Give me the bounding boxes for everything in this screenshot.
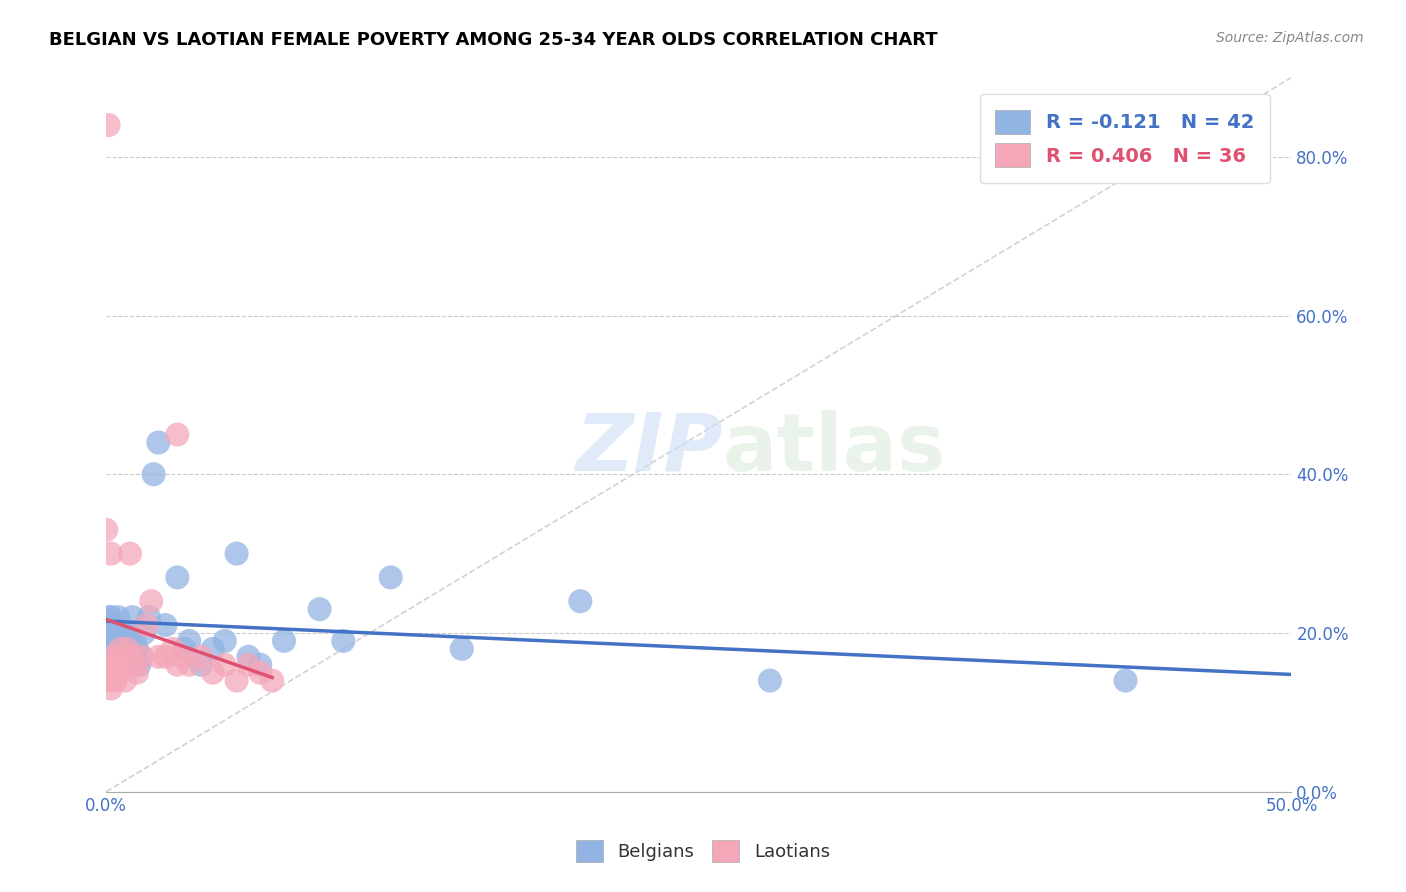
- Point: [104, 657, 127, 672]
- Point: [97, 610, 120, 624]
- Point: [142, 467, 165, 482]
- Point: [148, 649, 170, 664]
- Point: [569, 594, 592, 608]
- Point: [179, 657, 201, 672]
- Point: [759, 673, 782, 688]
- Point: [97, 118, 120, 132]
- Point: [97, 673, 120, 688]
- Point: [107, 610, 129, 624]
- Point: [96, 665, 118, 680]
- Point: [162, 641, 184, 656]
- Point: [131, 649, 153, 664]
- Point: [214, 657, 236, 672]
- Point: [1115, 673, 1137, 688]
- Point: [103, 657, 125, 672]
- Point: [107, 665, 129, 680]
- Text: Source: ZipAtlas.com: Source: ZipAtlas.com: [1216, 31, 1364, 45]
- Point: [100, 665, 122, 680]
- Point: [179, 634, 201, 648]
- Point: [121, 610, 143, 624]
- Point: [117, 649, 139, 664]
- Text: BELGIAN VS LAOTIAN FEMALE POVERTY AMONG 25-34 YEAR OLDS CORRELATION CHART: BELGIAN VS LAOTIAN FEMALE POVERTY AMONG …: [49, 31, 938, 49]
- Point: [121, 649, 143, 664]
- Point: [201, 641, 224, 656]
- Point: [103, 634, 125, 648]
- Legend: Belgians, Laotians: Belgians, Laotians: [568, 833, 838, 870]
- Point: [214, 634, 236, 648]
- Point: [172, 649, 194, 664]
- Point: [249, 657, 271, 672]
- Point: [166, 657, 188, 672]
- Point: [380, 570, 402, 584]
- Point: [97, 657, 120, 672]
- Point: [249, 665, 271, 680]
- Point: [238, 657, 260, 672]
- Point: [103, 649, 125, 664]
- Point: [100, 610, 122, 624]
- Point: [141, 594, 163, 608]
- Point: [155, 618, 177, 632]
- Point: [125, 665, 148, 680]
- Point: [273, 634, 295, 648]
- Text: ZIP: ZIP: [575, 409, 723, 488]
- Point: [100, 626, 122, 640]
- Point: [135, 618, 157, 632]
- Point: [134, 626, 156, 640]
- Point: [111, 657, 134, 672]
- Point: [155, 649, 177, 664]
- Point: [111, 626, 134, 640]
- Point: [332, 634, 354, 648]
- Point: [125, 641, 148, 656]
- Point: [131, 649, 153, 664]
- Point: [124, 634, 146, 648]
- Point: [166, 427, 188, 442]
- Point: [238, 649, 260, 664]
- Point: [96, 634, 118, 648]
- Point: [148, 435, 170, 450]
- Point: [103, 618, 125, 632]
- Point: [104, 641, 127, 656]
- Point: [118, 626, 141, 640]
- Point: [201, 665, 224, 680]
- Point: [450, 641, 472, 656]
- Point: [166, 570, 188, 584]
- Point: [190, 649, 212, 664]
- Point: [110, 634, 132, 648]
- Point: [117, 641, 139, 656]
- Point: [118, 547, 141, 561]
- Legend: R = -0.121   N = 42, R = 0.406   N = 36: R = -0.121 N = 42, R = 0.406 N = 36: [980, 95, 1270, 183]
- Point: [138, 610, 160, 624]
- Point: [124, 657, 146, 672]
- Point: [96, 523, 118, 537]
- Point: [225, 673, 247, 688]
- Point: [110, 641, 132, 656]
- Point: [107, 626, 129, 640]
- Point: [190, 657, 212, 672]
- Point: [114, 673, 136, 688]
- Point: [128, 657, 150, 672]
- Point: [97, 618, 120, 632]
- Point: [104, 673, 127, 688]
- Text: atlas: atlas: [723, 409, 946, 488]
- Point: [114, 641, 136, 656]
- Point: [308, 602, 330, 616]
- Point: [225, 547, 247, 561]
- Point: [107, 649, 129, 664]
- Point: [100, 547, 122, 561]
- Point: [173, 641, 195, 656]
- Point: [96, 657, 118, 672]
- Point: [262, 673, 284, 688]
- Point: [100, 681, 122, 696]
